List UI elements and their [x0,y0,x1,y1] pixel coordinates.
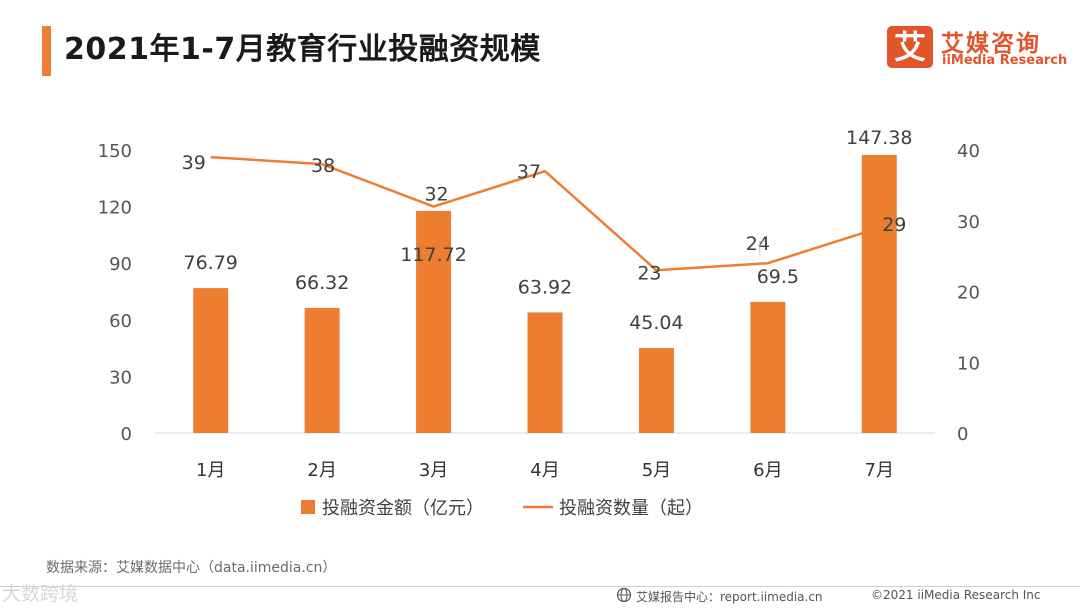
y-right-tick-label: 0 [957,424,968,445]
x-tick-label: 1月 [196,460,225,481]
bar [304,307,340,433]
line-data-label: 37 [517,161,541,183]
y-right-tick-label: 20 [957,283,980,304]
x-tick-label: 3月 [419,460,448,481]
y-right-tick-label: 10 [957,353,980,374]
line-data-label: 38 [311,155,335,177]
y-left-tick-label: 90 [109,254,132,275]
watermark-text: 大数跨境 [2,583,79,605]
legend-bar-label: 投融资金额（亿元） [322,498,484,519]
x-tick-label: 7月 [865,460,894,481]
x-tick-label: 5月 [642,460,671,481]
bar-data-label: 69.5 [757,266,799,288]
footer-divider [0,586,1080,587]
legend-line-label: 投融资数量（起） [559,498,703,519]
bar-data-label: 117.72 [400,244,466,266]
copyright-text: ©2021 iiMedia Research Inc [871,588,1041,602]
bar [416,210,452,433]
label-leader-line [759,240,765,256]
line-data-label: 23 [637,262,661,284]
bar [527,312,563,433]
bar [638,348,674,433]
bar-data-label: 63.92 [518,276,572,298]
y-right-tick-label: 30 [957,212,980,233]
globe-icon [616,587,632,603]
y-left-tick-label: 120 [98,198,132,219]
combo-chart: 0 30 60 90 120 150 0 10 20 30 40 1月 2月 3月 4月 5月 6月 7月 76.7… [98,127,980,519]
bar [750,301,786,433]
bar [193,288,229,433]
line-data-label: 24 [746,233,770,255]
page-title: 2021年1-7月教育行业投融资规模 [64,32,541,67]
data-source-note: 数据来源：艾媒数据中心（data.iimedia.cn） [46,560,337,576]
x-tick-label: 2月 [307,460,336,481]
y-right-tick-label: 40 [957,141,980,162]
line-data-label: 32 [424,184,448,206]
legend-bar-swatch [301,500,315,514]
line-data-label: 39 [182,152,206,174]
y-left-tick-label: 0 [121,424,132,445]
bar-data-label: 45.04 [629,312,683,334]
logo-name-en: iiMedia Research [942,53,1068,68]
bar-data-label: 147.38 [846,127,912,149]
logo-mark: 艾 [887,26,933,68]
y-left-tick-label: 150 [98,141,132,162]
bar [861,154,897,434]
bar-data-label: 76.79 [184,252,238,274]
brand-logo: 艾 艾媒咨询 iiMedia Research [887,24,1067,70]
title-accent-bar [42,26,51,76]
line-data-label: 29 [882,214,906,236]
x-tick-label: 6月 [753,460,782,481]
report-center-link[interactable]: 艾媒报告中心：report.iimedia.cn [636,590,823,604]
bar-data-label: 66.32 [295,272,349,294]
line-series [210,155,880,272]
x-tick-label: 4月 [530,460,559,481]
logo-name-cn: 艾媒咨询 [941,31,1041,57]
y-left-tick-label: 30 [109,367,132,388]
y-left-tick-label: 60 [109,311,132,332]
